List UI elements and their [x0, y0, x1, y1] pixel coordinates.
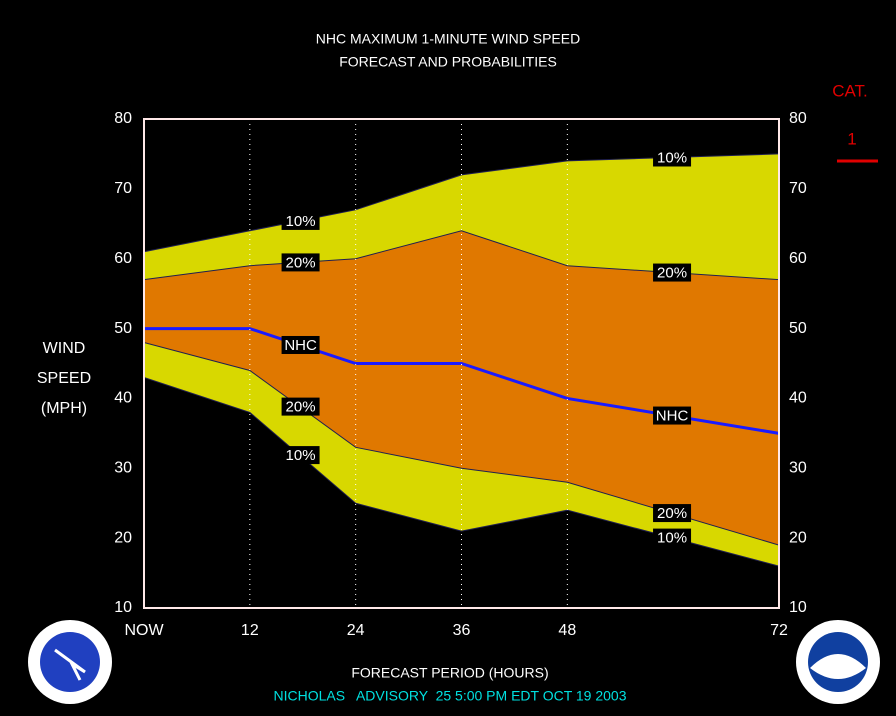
- band-area: [144, 377, 779, 608]
- y2-tick-label: 50: [789, 320, 807, 337]
- line-label-box: [281, 446, 320, 465]
- x-tick-label: 36: [453, 622, 471, 639]
- y-tick-label: 40: [114, 390, 132, 407]
- line-label: 10%: [286, 447, 316, 464]
- band-edge: [143, 342, 780, 546]
- plot-border: [143, 118, 780, 609]
- y-axis-label: WIND: [43, 340, 86, 357]
- y-tick-label: 30: [114, 460, 132, 477]
- y-tick-label: 20: [114, 529, 132, 546]
- line-label: 10%: [286, 213, 316, 230]
- footer: NICHOLAS ADVISORY 25 5:00 PM EDT OCT 19 …: [273, 688, 626, 704]
- line-label: NHC: [656, 408, 689, 425]
- noaa-logo-bird: [810, 654, 866, 679]
- x-tick-label: NOW: [124, 622, 164, 639]
- line-label: 20%: [286, 254, 316, 271]
- y2-tick-label: 80: [789, 110, 807, 127]
- category-label: CAT.: [832, 81, 868, 100]
- y-axis-label: (MPH): [41, 400, 87, 417]
- line-label-box: [653, 504, 692, 523]
- line-label: 20%: [286, 399, 316, 416]
- noaa-logo: [796, 620, 880, 704]
- line-label-box: [653, 406, 692, 425]
- y-tick-label: 70: [114, 180, 132, 197]
- y2-tick-label: 30: [789, 460, 807, 477]
- line-label-box: [281, 335, 320, 354]
- forecast-line: [144, 327, 780, 435]
- line-label-box: [653, 528, 692, 547]
- line-label: NHC: [284, 337, 317, 354]
- y-tick-label: 60: [114, 250, 132, 267]
- line-label: 20%: [657, 265, 687, 282]
- nws-logo: [28, 620, 112, 704]
- band-edge: [143, 376, 780, 567]
- chart-title: NHC MAXIMUM 1-MINUTE WIND SPEED: [316, 31, 580, 47]
- x-tick-label: 12: [241, 622, 259, 639]
- y2-tick-label: 40: [789, 390, 807, 407]
- x-tick-label: 24: [347, 622, 365, 639]
- line-label: 20%: [657, 505, 687, 522]
- y-tick-label: 80: [114, 110, 132, 127]
- y-axis-label: SPEED: [37, 370, 91, 387]
- category-value: 1: [847, 129, 856, 148]
- plot-layer: 10 20 30 40 50 60 70 80 10 20 30 40 50 60 70 80 NOW 12 24 3…: [114, 110, 807, 639]
- line-label-box: [281, 211, 320, 230]
- line-label-box: [281, 253, 320, 272]
- band-edge: [143, 230, 780, 281]
- y-tick-label: 10: [114, 599, 132, 616]
- line-label: 10%: [657, 149, 687, 166]
- x-axis-label: FORECAST PERIOD (HOURS): [351, 665, 548, 681]
- line-label-box: [281, 397, 320, 416]
- y-tick-label: 50: [114, 320, 132, 337]
- x-tick-label: 72: [770, 622, 788, 639]
- y2-tick-label: 70: [789, 180, 807, 197]
- chart-subtitle: FORECAST AND PROBABILITIES: [339, 54, 557, 70]
- y2-tick-label: 60: [789, 250, 807, 267]
- y2-tick-label: 10: [789, 599, 807, 616]
- line-label: 10%: [657, 530, 687, 547]
- nws-logo-bolt: [54, 648, 86, 681]
- line-label-box: [653, 263, 692, 282]
- line-label-box: [653, 148, 692, 167]
- y2-tick-label: 20: [789, 529, 807, 546]
- x-tick-label: 48: [558, 622, 576, 639]
- band-edge: [143, 153, 780, 253]
